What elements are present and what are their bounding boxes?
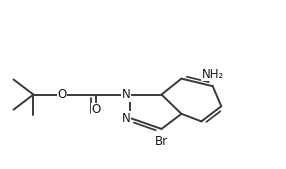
Text: NH₂: NH₂ <box>202 68 224 81</box>
Text: N: N <box>122 112 130 125</box>
Text: O: O <box>92 103 101 116</box>
Text: N: N <box>122 88 130 101</box>
Text: Br: Br <box>155 135 168 148</box>
Text: O: O <box>57 88 67 101</box>
